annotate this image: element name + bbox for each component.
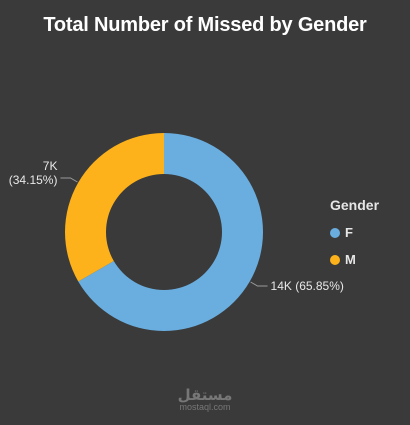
data-label-percent-m: (34.15%) xyxy=(9,173,58,187)
slice-m[interactable] xyxy=(65,133,164,282)
watermark: مستقل mostaql.com xyxy=(0,386,410,413)
data-label-value-m: 7K xyxy=(43,159,58,173)
legend: Gender F M xyxy=(330,197,379,273)
leader-line-f xyxy=(250,281,268,287)
legend-item-m[interactable]: M xyxy=(330,246,379,273)
watermark-url: mostaql.com xyxy=(179,402,231,412)
legend-label-f: F xyxy=(345,225,353,240)
legend-label-m: M xyxy=(345,252,356,267)
chart-title: Total Number of Missed by Gender xyxy=(43,14,367,36)
legend-title: Gender xyxy=(330,197,380,213)
watermark-arabic: مستقل xyxy=(177,386,233,404)
slice-f[interactable] xyxy=(78,133,263,331)
legend-marker-m xyxy=(330,254,340,265)
data-label-f: 14K (65.85%) xyxy=(271,279,344,293)
legend-marker-f xyxy=(330,227,340,238)
legend-item-f[interactable]: F xyxy=(330,219,379,246)
leader-line-m xyxy=(60,177,78,183)
